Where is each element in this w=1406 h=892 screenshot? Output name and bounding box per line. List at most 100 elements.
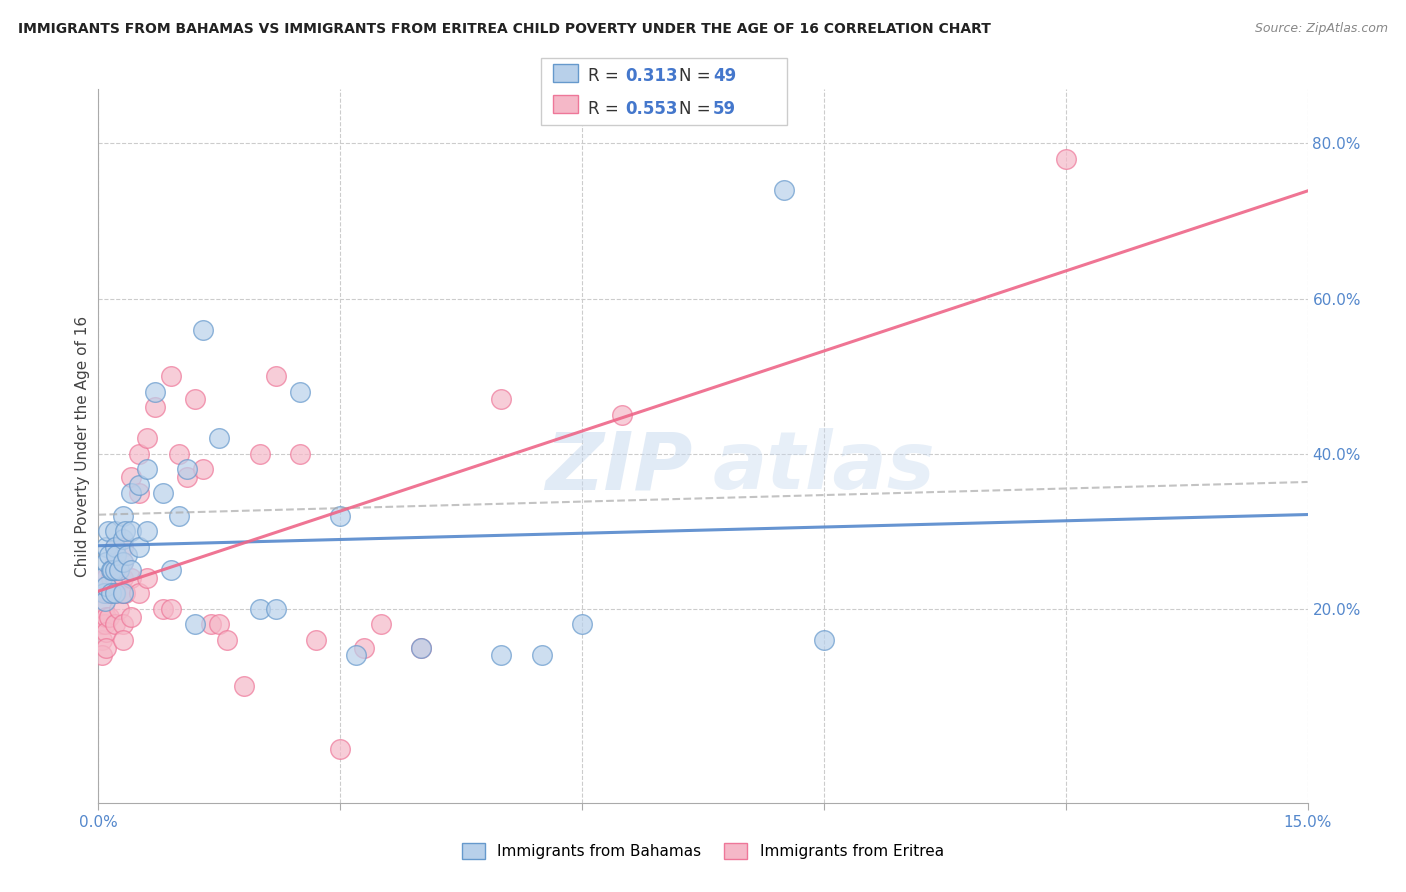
Y-axis label: Child Poverty Under the Age of 16: Child Poverty Under the Age of 16 xyxy=(75,316,90,576)
Text: 49: 49 xyxy=(713,67,737,85)
Point xyxy=(329,741,352,756)
Legend: Immigrants from Bahamas, Immigrants from Eritrea: Immigrants from Bahamas, Immigrants from… xyxy=(463,844,943,859)
Point xyxy=(409,640,432,655)
Point xyxy=(305,632,328,647)
Point xyxy=(96,609,118,624)
Point xyxy=(114,524,136,539)
Point xyxy=(96,640,118,655)
Text: R =: R = xyxy=(588,100,624,118)
Point xyxy=(100,563,122,577)
Point xyxy=(160,602,183,616)
Point xyxy=(135,462,157,476)
Point xyxy=(103,563,125,577)
Point xyxy=(370,617,392,632)
Point xyxy=(167,447,190,461)
Point xyxy=(96,579,118,593)
Point xyxy=(491,648,513,663)
Point xyxy=(571,617,593,632)
Point xyxy=(772,183,794,197)
Point xyxy=(176,470,198,484)
Point xyxy=(193,323,215,337)
Point xyxy=(91,632,114,647)
Point xyxy=(200,617,222,632)
Point xyxy=(97,524,120,539)
Point xyxy=(91,648,114,663)
Point xyxy=(101,563,124,577)
Point xyxy=(167,508,190,523)
Point xyxy=(120,524,142,539)
Text: N =: N = xyxy=(679,67,716,85)
Point xyxy=(288,384,311,399)
Point xyxy=(208,617,231,632)
Point xyxy=(105,586,128,600)
Point xyxy=(111,617,134,632)
Point xyxy=(143,384,166,399)
Text: ZIP: ZIP xyxy=(544,428,692,507)
Text: IMMIGRANTS FROM BAHAMAS VS IMMIGRANTS FROM ERITREA CHILD POVERTY UNDER THE AGE O: IMMIGRANTS FROM BAHAMAS VS IMMIGRANTS FR… xyxy=(18,22,991,37)
Point xyxy=(90,617,112,632)
Text: 0.553: 0.553 xyxy=(626,100,678,118)
Point xyxy=(120,609,142,624)
Text: R =: R = xyxy=(588,67,624,85)
Point xyxy=(288,447,311,461)
Point xyxy=(128,477,150,491)
Point xyxy=(264,369,287,384)
Point xyxy=(96,586,118,600)
Text: atlas: atlas xyxy=(713,428,935,507)
Point xyxy=(128,485,150,500)
Point xyxy=(120,571,142,585)
Point xyxy=(105,548,128,562)
Point xyxy=(344,648,367,663)
Point xyxy=(93,602,115,616)
Point xyxy=(103,586,125,600)
Point xyxy=(97,586,120,600)
Point xyxy=(184,392,207,407)
Point xyxy=(160,563,183,577)
Point xyxy=(135,571,157,585)
Point xyxy=(96,540,118,554)
Point xyxy=(96,555,118,569)
Point xyxy=(329,508,352,523)
Point xyxy=(530,648,553,663)
Point xyxy=(135,431,157,445)
Point xyxy=(107,602,129,616)
Point xyxy=(111,632,134,647)
Point xyxy=(103,617,125,632)
Point xyxy=(103,540,125,554)
Point xyxy=(128,447,150,461)
Point xyxy=(264,602,287,616)
Point xyxy=(96,571,118,585)
Point xyxy=(120,563,142,577)
Point xyxy=(217,632,239,647)
Point xyxy=(114,586,136,600)
Point xyxy=(120,470,142,484)
Point xyxy=(107,563,129,577)
Point xyxy=(111,571,134,585)
Point xyxy=(409,640,432,655)
Point xyxy=(232,680,254,694)
Point xyxy=(111,586,134,600)
Text: 59: 59 xyxy=(713,100,735,118)
Point xyxy=(111,540,134,554)
Point xyxy=(813,632,835,647)
Point xyxy=(249,602,271,616)
Point xyxy=(111,586,134,600)
Point xyxy=(152,485,174,500)
Point xyxy=(128,586,150,600)
Point xyxy=(160,369,183,384)
Point xyxy=(94,594,117,608)
Point xyxy=(111,555,134,569)
Point xyxy=(353,640,375,655)
Point xyxy=(208,431,231,445)
Point xyxy=(101,586,124,600)
Point xyxy=(491,392,513,407)
Point xyxy=(1054,152,1077,166)
Point xyxy=(120,485,142,500)
Point xyxy=(100,571,122,585)
Point xyxy=(152,602,174,616)
Point xyxy=(97,548,120,562)
Point xyxy=(96,625,118,640)
Point xyxy=(100,586,122,600)
Point xyxy=(128,540,150,554)
Point xyxy=(103,524,125,539)
